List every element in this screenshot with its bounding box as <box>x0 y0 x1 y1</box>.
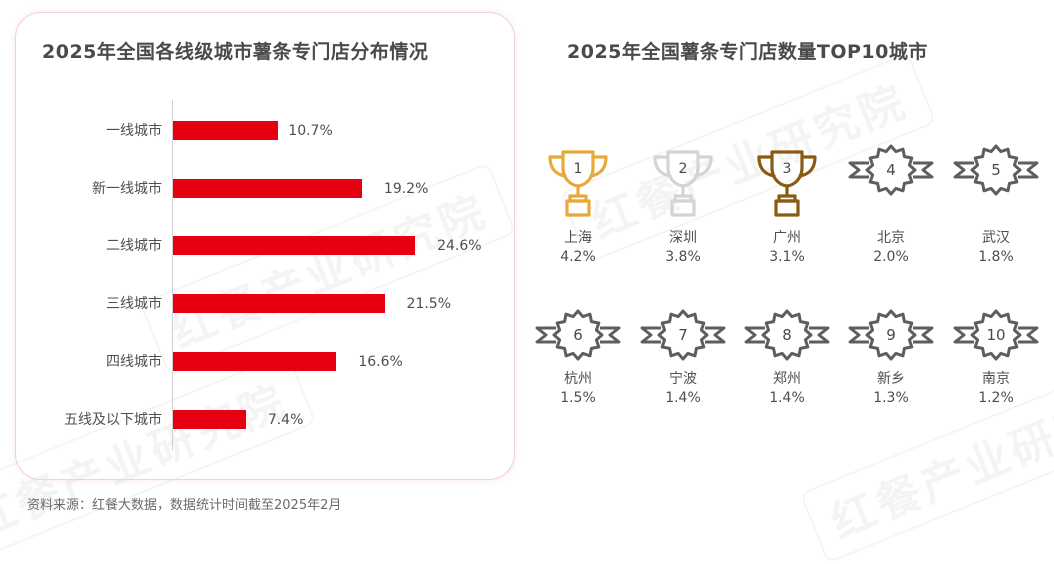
rank-item: 3 广州 3.1% <box>737 148 837 266</box>
rank-city-name: 广州 <box>773 230 801 246</box>
bar <box>173 351 337 371</box>
rank-city-name: 郑州 <box>773 371 801 387</box>
svg-text:6: 6 <box>573 326 583 344</box>
rank-city-name: 武汉 <box>982 230 1010 246</box>
svg-text:3: 3 <box>783 161 792 177</box>
bar-category-label: 二线城市 <box>106 238 162 255</box>
ribbon-badge-icon: 10 <box>946 308 1046 365</box>
trophy-bronze-icon: 3 <box>737 148 837 224</box>
rank-share-value: 1.3% <box>873 390 909 406</box>
bar-row: 二线城市 24.6% <box>0 236 1054 256</box>
rank-item: 6 杭州 1.5% <box>528 308 628 407</box>
rank-city-name: 杭州 <box>564 371 592 387</box>
rank-share-value: 1.2% <box>978 390 1014 406</box>
ribbon-badge-icon: 6 <box>528 308 628 365</box>
rank-city-name: 宁波 <box>669 371 697 387</box>
svg-text:9: 9 <box>886 326 896 344</box>
rank-share-value: 3.8% <box>665 249 701 265</box>
rank-share-value: 2.0% <box>873 249 909 265</box>
bar-category-label: 新一线城市 <box>92 180 162 197</box>
ribbon-badge-icon: 7 <box>633 308 733 365</box>
bar-value-label: 24.6% <box>437 238 482 255</box>
rank-share-value: 1.4% <box>665 390 701 406</box>
trophy-gold-icon: 1 <box>528 148 628 224</box>
rank-share-value: 1.8% <box>978 249 1014 265</box>
ribbon-badge-icon: 5 <box>946 143 1046 224</box>
rank-share-value: 3.1% <box>769 249 805 265</box>
ranking-title: 2025年全国薯条专门店数量TOP10城市 <box>567 41 928 63</box>
rank-item: 8 郑州 1.4% <box>737 308 837 407</box>
rank-city-name: 上海 <box>564 230 592 246</box>
bar <box>173 121 279 140</box>
svg-text:4: 4 <box>886 161 896 179</box>
rank-share-value: 1.4% <box>769 390 805 406</box>
svg-text:5: 5 <box>991 161 1001 179</box>
rank-share-value: 4.2% <box>560 249 596 265</box>
bar-row: 新一线城市 19.2% <box>0 178 1054 199</box>
bar-value-label: 19.2% <box>383 180 429 197</box>
ribbon-badge-icon: 4 <box>841 143 941 224</box>
y-axis-line <box>172 100 173 450</box>
ribbon-badge-icon: 9 <box>841 308 941 365</box>
rank-share-value: 1.5% <box>560 390 596 406</box>
bar-value-label: 16.6% <box>358 353 403 370</box>
bar-chart-title: 2025年全国各线级城市薯条专门店分布情况 <box>42 41 429 63</box>
bar-value-label: 7.4% <box>267 411 304 428</box>
svg-text:10: 10 <box>986 326 1005 344</box>
rank-item: 10 南京 1.2% <box>946 308 1046 407</box>
ribbon-badge-icon: 8 <box>737 308 837 365</box>
bar-row: 三线城市 21.5% <box>0 294 1054 314</box>
rank-item: 9 新乡 1.3% <box>841 308 941 407</box>
bar-row: 一线城市 10.7% <box>0 121 1054 141</box>
rank-city-name: 新乡 <box>877 371 905 387</box>
svg-text:2: 2 <box>679 161 688 177</box>
rank-item: 1 上海 4.2% <box>528 148 628 266</box>
bar <box>173 178 362 198</box>
bar-row: 五线及以下城市 7.4% <box>0 409 1054 430</box>
bar-category-label: 四线城市 <box>106 353 162 370</box>
bar <box>173 294 385 314</box>
rank-city-name: 北京 <box>877 230 905 246</box>
bar-value-label: 21.5% <box>406 296 452 313</box>
source-footnote: 资料来源：红餐大数据，数据统计时间截至2025年2月 <box>27 498 342 513</box>
bar-chart-card <box>15 12 515 480</box>
rank-city-name: 南京 <box>982 371 1010 387</box>
svg-text:7: 7 <box>678 326 688 344</box>
rank-city-name: 深圳 <box>669 230 697 246</box>
svg-text:8: 8 <box>782 326 792 344</box>
bar <box>173 236 416 256</box>
bar-value-label: 10.7% <box>288 123 333 139</box>
svg-text:1: 1 <box>574 161 583 177</box>
rank-item: 4 北京 2.0% <box>841 143 941 266</box>
bar-category-label: 三线城市 <box>106 296 162 313</box>
rank-item: 2 深圳 3.8% <box>633 148 733 266</box>
trophy-silver-icon: 2 <box>633 148 733 224</box>
bar-category-label: 一线城市 <box>106 123 162 139</box>
rank-item: 7 宁波 1.4% <box>633 308 733 407</box>
bar-row: 四线城市 16.6% <box>0 351 1054 372</box>
rank-item: 5 武汉 1.8% <box>946 143 1046 266</box>
bar-category-label: 五线及以下城市 <box>64 411 162 428</box>
bar <box>173 409 246 429</box>
